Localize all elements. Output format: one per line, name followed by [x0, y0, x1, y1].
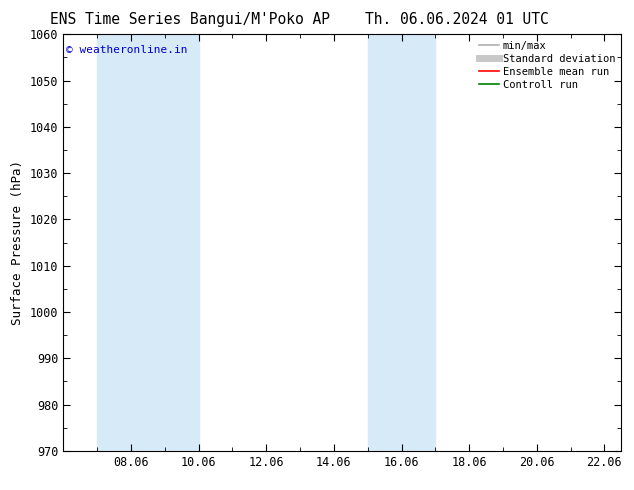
- Text: Th. 06.06.2024 01 UTC: Th. 06.06.2024 01 UTC: [365, 12, 548, 27]
- Bar: [97, 34, 198, 451]
- Bar: [368, 34, 436, 451]
- Text: ENS Time Series Bangui/M'Poko AP: ENS Time Series Bangui/M'Poko AP: [50, 12, 330, 27]
- Y-axis label: Surface Pressure (hPa): Surface Pressure (hPa): [11, 160, 25, 325]
- Legend: min/max, Standard deviation, Ensemble mean run, Controll run: min/max, Standard deviation, Ensemble me…: [474, 36, 619, 94]
- Text: © weatheronline.in: © weatheronline.in: [66, 45, 188, 55]
